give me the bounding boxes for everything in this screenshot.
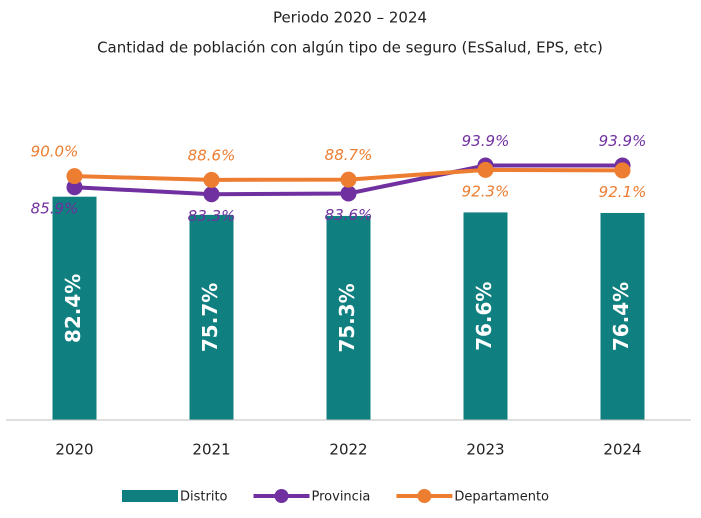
legend-item: Distrito bbox=[122, 490, 228, 505]
legend-swatch bbox=[122, 490, 178, 502]
line-point bbox=[66, 168, 83, 185]
legend-label: Distrito bbox=[180, 490, 228, 505]
bar bbox=[189, 214, 234, 420]
x-tick-label: 2023 bbox=[466, 441, 504, 459]
bar-label: 75.7% bbox=[198, 283, 222, 352]
legend-label: Departamento bbox=[454, 490, 549, 505]
bar bbox=[600, 212, 645, 420]
line-point bbox=[340, 171, 357, 188]
legend-item: Departamento bbox=[396, 489, 549, 505]
legend-swatch bbox=[274, 489, 289, 503]
data-label: 88.7% bbox=[325, 146, 373, 164]
legend-label: Provincia bbox=[312, 490, 371, 505]
bar-label: 76.6% bbox=[472, 282, 496, 351]
data-label: 83.6% bbox=[325, 206, 373, 224]
chart-subtitle: Cantidad de población con algún tipo de … bbox=[97, 39, 603, 57]
bar-label: 82.4% bbox=[61, 274, 85, 343]
bar bbox=[326, 215, 371, 420]
data-label: 85.9% bbox=[31, 200, 79, 218]
data-label: 92.3% bbox=[462, 182, 510, 200]
data-label: 93.9% bbox=[462, 132, 510, 150]
x-tick-label: 2021 bbox=[192, 441, 230, 459]
x-tick-label: 2024 bbox=[603, 441, 641, 459]
bar-label: 75.3% bbox=[335, 283, 359, 352]
bar bbox=[463, 212, 508, 420]
line-point bbox=[477, 161, 494, 178]
data-label: 88.6% bbox=[188, 146, 236, 164]
legend-swatch bbox=[417, 489, 432, 503]
x-tick-label: 2020 bbox=[55, 441, 93, 459]
line-point bbox=[340, 185, 357, 202]
legend-item: Provincia bbox=[253, 489, 371, 505]
data-label: 92.1% bbox=[599, 183, 647, 201]
line-point bbox=[66, 179, 83, 196]
bar bbox=[52, 196, 97, 420]
data-label: 93.9% bbox=[599, 132, 647, 150]
bar-label: 76.4% bbox=[609, 282, 633, 351]
line-point bbox=[614, 162, 631, 179]
data-label: 90.0% bbox=[31, 143, 79, 161]
line-point bbox=[203, 171, 220, 188]
x-tick-label: 2022 bbox=[329, 441, 367, 459]
chart-subtitle: Periodo 2020 – 2024 bbox=[273, 9, 427, 27]
data-label: 83.3% bbox=[188, 207, 236, 225]
line-point bbox=[203, 186, 220, 203]
